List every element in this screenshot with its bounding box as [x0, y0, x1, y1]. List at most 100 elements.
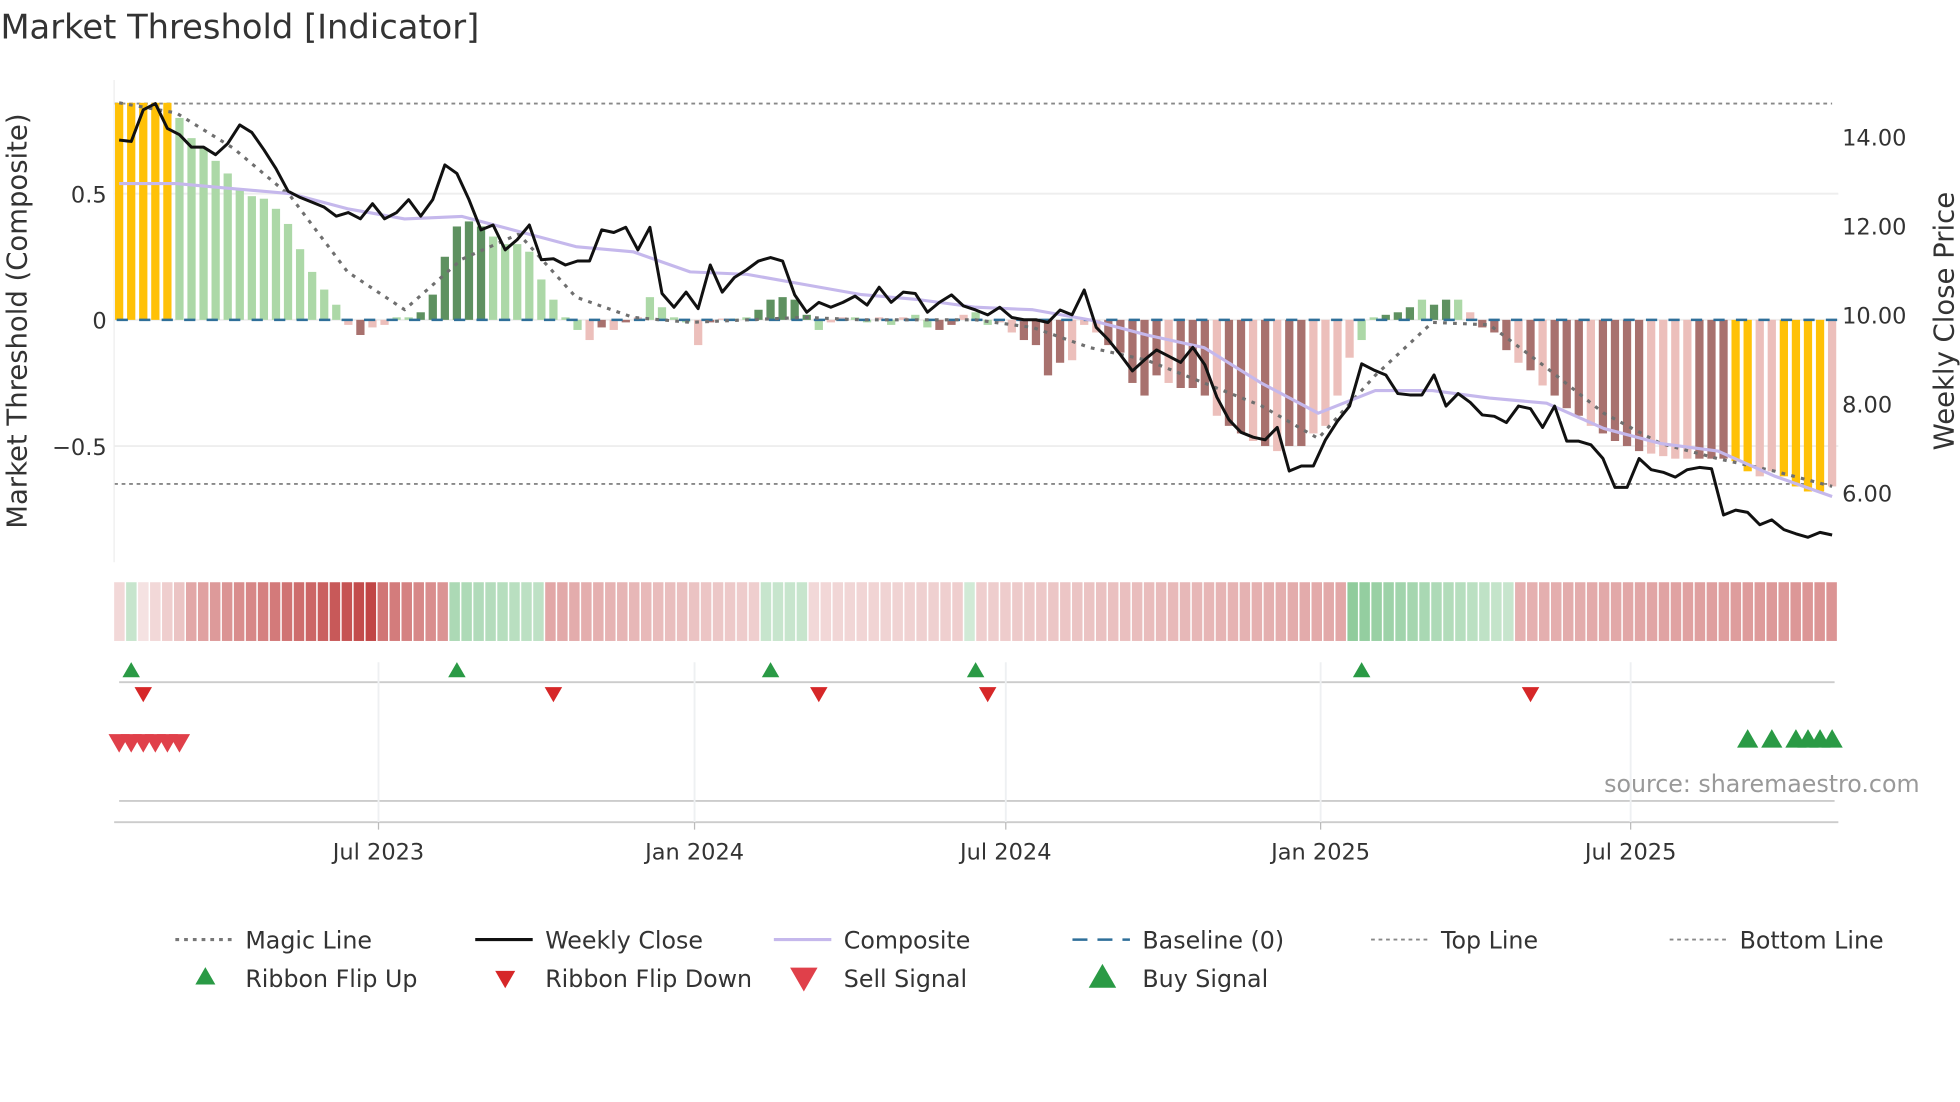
composite-bar [1429, 304, 1439, 320]
ribbon-cell-down [365, 582, 377, 641]
composite-bar [549, 299, 558, 320]
composite-bar [874, 317, 884, 320]
composite-bar [1309, 319, 1318, 434]
legend-label: Top Line [1440, 926, 1538, 954]
composite-bar [1610, 319, 1620, 441]
ribbon-cell-down [1527, 582, 1538, 641]
ribbon-cell-down [353, 582, 365, 641]
legend-item: Magic Line [175, 926, 372, 954]
ribbon-cell-down [1323, 582, 1334, 641]
ribbon-cell-down [712, 582, 724, 641]
composite-bar [971, 312, 980, 320]
ribbon-cell-up [473, 582, 484, 641]
composite-bar [1417, 299, 1427, 320]
composite-bar [1031, 319, 1041, 346]
composite-bar [887, 319, 896, 325]
ribbon-cell-down [1072, 582, 1083, 641]
x-tick-label: Jul 2024 [958, 840, 1051, 866]
composite-bar [356, 319, 365, 335]
composite-bar [1357, 319, 1366, 341]
ribbon-cell-up [1407, 582, 1418, 641]
ribbon-flip-up-marker [1352, 662, 1371, 678]
ribbon-cell-down [868, 582, 879, 641]
ribbon-cell-down [293, 582, 305, 641]
chart-title: Market Threshold [Indicator] [0, 8, 479, 47]
composite-bar [1019, 319, 1029, 341]
signal-panel: Jul 2023 Jan 2024 Jul 2024 Jan 2025 Jul 2025 [108, 662, 1843, 866]
ribbon-cell-up [521, 582, 532, 641]
ribbon-cell-up [1443, 582, 1454, 641]
legend-label: Sell Signal [844, 965, 967, 993]
y-tick-label-left: 0.5 [71, 182, 107, 208]
axes: 0.5 0 −0.5 14.00 12.00 10.00 8.00 6.00 [52, 79, 1906, 563]
ribbon-cell-down [1670, 582, 1682, 641]
ribbon-cell-down [844, 582, 856, 641]
composite-bar [139, 102, 148, 320]
ribbon-cell-down [1515, 582, 1526, 641]
ribbon-cell-down [1012, 582, 1023, 641]
y-axis-label-left: Market Threshold (Composite) [2, 113, 34, 528]
composite-bar [657, 307, 667, 320]
ribbon-cell-down [557, 582, 568, 641]
ribbon-cell-down [1036, 582, 1047, 641]
ribbon-cell-down [162, 582, 173, 641]
composite-bar [380, 319, 389, 325]
legend-item: Weekly Close [475, 926, 703, 954]
composite-bar [947, 319, 956, 325]
composite-bar [754, 309, 763, 320]
ribbon-cell-down [221, 582, 233, 641]
composite-bar [1490, 319, 1499, 333]
composite-bar [295, 249, 305, 320]
ribbon-cell-down [1706, 582, 1718, 641]
composite-bar [1683, 319, 1692, 459]
ribbon-cell-down [1826, 582, 1837, 641]
composite-bar [1297, 319, 1306, 447]
grid [114, 102, 1839, 485]
composite-bar [597, 319, 606, 328]
ribbon-cell-down [1574, 582, 1586, 641]
legend-item: Ribbon Flip Up [195, 965, 417, 993]
ribbon-cell-down [269, 582, 281, 641]
composite-bar [1526, 319, 1535, 371]
composite-bar [115, 102, 124, 320]
composite-bar [1321, 319, 1330, 426]
y-tick-label-right: 8.00 [1842, 393, 1892, 419]
composite-bar [1273, 319, 1282, 452]
composite-bar [1152, 319, 1161, 376]
legend-label: Magic Line [245, 926, 372, 954]
composite-line [119, 181, 1833, 498]
composite-bar [1236, 319, 1246, 434]
composite-bar [501, 244, 510, 320]
ribbon-cell-down [174, 582, 185, 641]
ribbon-cell-down [892, 582, 903, 641]
composite-bar [223, 173, 232, 320]
ribbon-cell-down [1060, 582, 1071, 641]
composite-bar [476, 226, 486, 320]
composite-bar [694, 319, 703, 346]
legend-item: Buy Signal [1088, 963, 1268, 993]
composite-bar [368, 319, 377, 328]
sell-signal-marker [168, 734, 191, 753]
legend-item: Baseline (0) [1072, 926, 1284, 954]
ribbon-cell-down [1311, 582, 1322, 641]
ribbon-cell-up [533, 582, 544, 641]
ribbon-cell-down [185, 582, 197, 641]
composite-bar [416, 312, 425, 320]
ribbon-cell-down [916, 582, 927, 641]
ribbon-flip-up-marker [448, 662, 466, 678]
ribbon-cell-down [1107, 582, 1119, 641]
ribbon-flip-down-marker [544, 687, 563, 703]
ribbon-cell-down [317, 582, 329, 641]
composite-bar [1659, 319, 1668, 457]
ribbon-cell-down [1191, 582, 1203, 641]
ribbon-cell-down [928, 582, 939, 641]
ribbon-cell-down [832, 582, 844, 641]
ribbon-cell-down [150, 582, 161, 641]
composite-bar [1261, 319, 1270, 447]
ribbon-cell-down [1790, 582, 1801, 641]
composite-bar [308, 271, 317, 320]
ribbon-cell-down [569, 582, 580, 641]
composite-bar [561, 317, 570, 320]
composite-bar [235, 188, 244, 320]
y-axis-label-right: Weekly Close Price [1928, 192, 1960, 450]
